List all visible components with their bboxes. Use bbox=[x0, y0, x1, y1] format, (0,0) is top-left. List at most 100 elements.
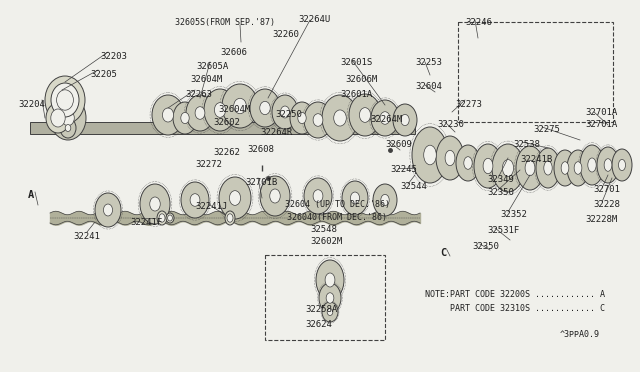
Ellipse shape bbox=[269, 189, 280, 203]
Text: 32609: 32609 bbox=[385, 140, 412, 149]
Ellipse shape bbox=[152, 95, 184, 135]
Ellipse shape bbox=[204, 89, 236, 131]
Ellipse shape bbox=[349, 94, 381, 136]
Text: 32604 (UP TO DEC.'86): 32604 (UP TO DEC.'86) bbox=[285, 200, 390, 209]
Ellipse shape bbox=[51, 109, 65, 127]
Ellipse shape bbox=[298, 112, 306, 124]
Ellipse shape bbox=[325, 273, 335, 287]
Ellipse shape bbox=[181, 182, 209, 218]
Text: C: C bbox=[440, 248, 446, 258]
Ellipse shape bbox=[234, 98, 246, 114]
Ellipse shape bbox=[56, 90, 74, 110]
Bar bbox=[458, 22, 613, 122]
Text: 32241J: 32241J bbox=[195, 202, 227, 211]
Ellipse shape bbox=[250, 89, 280, 127]
Bar bbox=[30, 122, 415, 134]
Text: 32262: 32262 bbox=[213, 148, 240, 157]
Ellipse shape bbox=[227, 214, 233, 222]
Text: 32531F: 32531F bbox=[487, 226, 519, 235]
Ellipse shape bbox=[561, 162, 569, 174]
Text: 32264U: 32264U bbox=[298, 15, 330, 24]
Text: 32601A: 32601A bbox=[340, 90, 372, 99]
Text: 32250: 32250 bbox=[275, 110, 302, 119]
Text: 32205: 32205 bbox=[90, 70, 117, 79]
Ellipse shape bbox=[401, 115, 409, 126]
Text: 326040(FROM DEC.'86): 326040(FROM DEC.'86) bbox=[287, 213, 387, 222]
Ellipse shape bbox=[50, 96, 86, 140]
Ellipse shape bbox=[492, 144, 524, 192]
Text: 32349: 32349 bbox=[487, 175, 514, 184]
Ellipse shape bbox=[393, 104, 417, 136]
Text: 32608: 32608 bbox=[247, 145, 274, 154]
Ellipse shape bbox=[373, 184, 397, 216]
Ellipse shape bbox=[46, 103, 70, 133]
Text: 32264R: 32264R bbox=[260, 128, 292, 137]
Ellipse shape bbox=[474, 144, 502, 188]
Ellipse shape bbox=[316, 260, 344, 300]
Ellipse shape bbox=[190, 194, 200, 206]
Text: 32544: 32544 bbox=[400, 182, 427, 191]
Ellipse shape bbox=[280, 106, 289, 118]
Ellipse shape bbox=[163, 108, 173, 122]
Ellipse shape bbox=[604, 159, 612, 171]
Ellipse shape bbox=[173, 102, 197, 134]
Ellipse shape bbox=[95, 193, 121, 227]
Ellipse shape bbox=[150, 197, 160, 211]
Ellipse shape bbox=[140, 184, 170, 224]
Text: 32228: 32228 bbox=[593, 200, 620, 209]
Text: 32701A: 32701A bbox=[585, 120, 617, 129]
Text: 32272: 32272 bbox=[195, 160, 222, 169]
Ellipse shape bbox=[567, 150, 589, 186]
Text: NOTE:PART CODE 32200S ............ A: NOTE:PART CODE 32200S ............ A bbox=[425, 290, 605, 299]
Ellipse shape bbox=[260, 176, 290, 216]
Ellipse shape bbox=[272, 95, 298, 129]
Ellipse shape bbox=[304, 178, 332, 214]
Text: 32701: 32701 bbox=[593, 185, 620, 194]
Ellipse shape bbox=[157, 211, 167, 225]
Ellipse shape bbox=[618, 159, 625, 171]
Ellipse shape bbox=[319, 283, 341, 313]
Text: 32352: 32352 bbox=[500, 210, 527, 219]
Text: 32604: 32604 bbox=[415, 82, 442, 91]
Ellipse shape bbox=[159, 214, 165, 222]
Text: 32605S(FROM SEP.'87): 32605S(FROM SEP.'87) bbox=[175, 18, 275, 27]
Text: 32604M: 32604M bbox=[190, 75, 222, 84]
Ellipse shape bbox=[322, 302, 338, 322]
Ellipse shape bbox=[424, 145, 436, 165]
Bar bbox=[265, 255, 385, 340]
Text: 32601S: 32601S bbox=[340, 58, 372, 67]
Ellipse shape bbox=[51, 83, 79, 117]
Ellipse shape bbox=[464, 157, 472, 169]
Text: 32701A: 32701A bbox=[585, 108, 617, 117]
Ellipse shape bbox=[502, 160, 514, 176]
Ellipse shape bbox=[304, 102, 332, 138]
Ellipse shape bbox=[360, 108, 371, 122]
Ellipse shape bbox=[168, 215, 172, 221]
Ellipse shape bbox=[456, 145, 480, 181]
Ellipse shape bbox=[445, 150, 455, 166]
Text: 32538: 32538 bbox=[513, 140, 540, 149]
Text: 32548: 32548 bbox=[310, 225, 337, 234]
Ellipse shape bbox=[554, 150, 576, 186]
Ellipse shape bbox=[483, 158, 493, 174]
Text: 32275: 32275 bbox=[533, 125, 560, 134]
Text: 32350: 32350 bbox=[472, 242, 499, 251]
Text: 32253: 32253 bbox=[415, 58, 442, 67]
Text: 32241F: 32241F bbox=[130, 218, 163, 227]
Ellipse shape bbox=[313, 114, 323, 126]
Ellipse shape bbox=[516, 146, 544, 190]
Text: 32604M: 32604M bbox=[218, 105, 250, 114]
Ellipse shape bbox=[597, 147, 619, 183]
Text: 32606M: 32606M bbox=[345, 75, 377, 84]
Ellipse shape bbox=[436, 136, 464, 180]
Ellipse shape bbox=[104, 204, 113, 216]
Ellipse shape bbox=[181, 112, 189, 124]
Ellipse shape bbox=[381, 195, 389, 206]
Ellipse shape bbox=[371, 100, 399, 136]
Ellipse shape bbox=[186, 95, 214, 131]
Text: 32241B: 32241B bbox=[520, 155, 552, 164]
Text: 32602M: 32602M bbox=[310, 237, 342, 246]
Text: 32241: 32241 bbox=[73, 232, 100, 241]
Text: 32605A: 32605A bbox=[196, 62, 228, 71]
Ellipse shape bbox=[229, 190, 241, 205]
